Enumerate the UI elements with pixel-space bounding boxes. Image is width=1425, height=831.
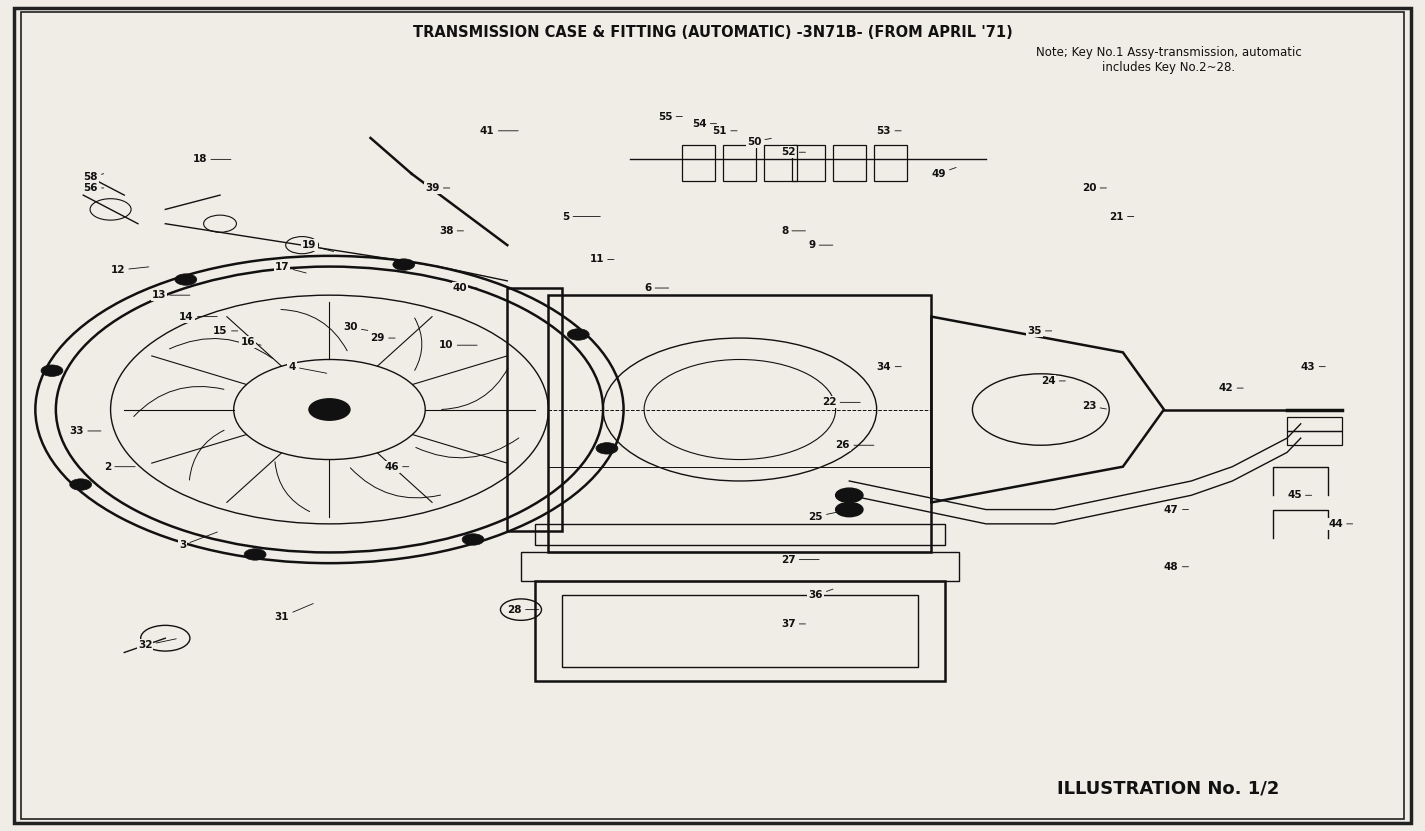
- Text: 56: 56: [83, 183, 104, 193]
- Text: 30: 30: [343, 322, 368, 332]
- Text: 53: 53: [876, 125, 901, 135]
- Text: 34: 34: [876, 361, 901, 371]
- Circle shape: [309, 399, 351, 420]
- Text: 14: 14: [180, 312, 217, 322]
- Text: 32: 32: [138, 639, 177, 651]
- Bar: [683, 145, 715, 181]
- Text: 24: 24: [1040, 376, 1066, 386]
- Text: 31: 31: [275, 603, 314, 622]
- Circle shape: [462, 534, 484, 545]
- Text: 52: 52: [781, 147, 805, 157]
- Text: 48: 48: [1164, 562, 1188, 572]
- Text: 16: 16: [241, 337, 261, 347]
- Text: 50: 50: [747, 136, 771, 146]
- Text: 28: 28: [507, 605, 539, 615]
- Circle shape: [835, 488, 864, 503]
- Text: 23: 23: [1082, 401, 1106, 411]
- Text: 25: 25: [808, 510, 846, 522]
- Text: 43: 43: [1301, 361, 1325, 371]
- Text: 37: 37: [781, 619, 805, 629]
- Text: 41: 41: [480, 125, 519, 135]
- Text: 17: 17: [275, 262, 306, 273]
- Text: 46: 46: [385, 462, 409, 472]
- Text: 9: 9: [808, 240, 832, 250]
- Bar: [1287, 431, 1342, 445]
- Text: 8: 8: [781, 226, 805, 236]
- Circle shape: [244, 548, 266, 560]
- Circle shape: [835, 503, 864, 517]
- Text: TRANSMISSION CASE & FITTING (AUTOMATIC) -3N71B- (FROM APRIL '71): TRANSMISSION CASE & FITTING (AUTOMATIC) …: [413, 25, 1012, 40]
- Bar: [724, 145, 757, 181]
- Bar: [522, 553, 959, 581]
- Text: 10: 10: [439, 340, 477, 350]
- Text: 26: 26: [835, 440, 874, 450]
- Text: 29: 29: [370, 333, 395, 343]
- Text: 20: 20: [1082, 183, 1106, 193]
- Bar: [792, 145, 825, 181]
- Circle shape: [70, 479, 91, 490]
- Text: 47: 47: [1164, 504, 1188, 514]
- Text: 35: 35: [1027, 326, 1052, 336]
- Bar: [561, 595, 918, 666]
- Bar: [832, 145, 866, 181]
- Text: 27: 27: [781, 554, 819, 564]
- Text: 42: 42: [1218, 383, 1243, 393]
- Text: 6: 6: [644, 283, 668, 293]
- Circle shape: [596, 443, 618, 454]
- Text: 44: 44: [1328, 519, 1352, 529]
- Text: Note; Key No.1 Assy-transmission, automatic
includes Key No.2~28.: Note; Key No.1 Assy-transmission, automa…: [1036, 46, 1301, 74]
- Text: 33: 33: [70, 426, 101, 436]
- Circle shape: [41, 365, 63, 376]
- Text: 55: 55: [658, 111, 683, 121]
- Circle shape: [175, 274, 197, 285]
- Circle shape: [567, 329, 589, 340]
- Text: 40: 40: [453, 283, 477, 293]
- Text: ILLUSTRATION No. 1/2: ILLUSTRATION No. 1/2: [1057, 779, 1280, 798]
- Text: 11: 11: [590, 254, 614, 264]
- Text: 19: 19: [302, 240, 333, 252]
- Text: 51: 51: [712, 125, 737, 135]
- Text: 4: 4: [288, 361, 326, 373]
- Text: 36: 36: [808, 589, 834, 600]
- Text: 38: 38: [439, 226, 463, 236]
- Text: 18: 18: [192, 155, 231, 165]
- Text: 54: 54: [693, 119, 717, 129]
- Bar: [764, 145, 798, 181]
- Text: 45: 45: [1287, 490, 1311, 500]
- Text: 39: 39: [425, 183, 450, 193]
- Bar: [1287, 416, 1342, 431]
- Text: 58: 58: [83, 172, 104, 182]
- Text: 2: 2: [104, 462, 135, 472]
- Circle shape: [393, 258, 415, 270]
- Bar: [534, 581, 945, 681]
- Text: 13: 13: [151, 290, 190, 300]
- Bar: [534, 524, 945, 545]
- Bar: [549, 295, 932, 553]
- Text: 21: 21: [1109, 212, 1134, 222]
- Text: 15: 15: [214, 326, 238, 336]
- Text: 12: 12: [111, 265, 148, 275]
- Bar: [874, 145, 906, 181]
- Text: 22: 22: [822, 397, 861, 407]
- Text: 49: 49: [932, 168, 956, 179]
- Bar: [507, 288, 561, 531]
- Text: 3: 3: [180, 532, 218, 550]
- Text: 5: 5: [561, 212, 600, 222]
